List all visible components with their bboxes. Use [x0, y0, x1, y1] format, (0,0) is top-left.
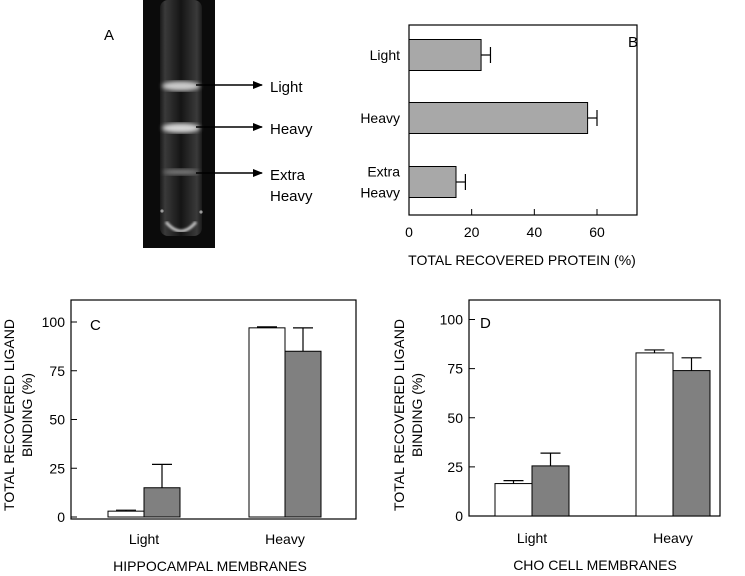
y-tick-label-25: 25 — [447, 459, 463, 475]
panel-d-y-axis-title-line2: BINDING (%) — [409, 373, 425, 457]
gel-tube-photo — [143, 0, 215, 248]
y-tick-label-100: 100 — [440, 312, 464, 328]
bar-heavy-series-2 — [672, 370, 711, 517]
bar-light — [408, 39, 482, 71]
panel-c-y-axis-title-line1: TOTAL RECOVERED LIGAND — [1, 319, 17, 511]
panel-d-y-axis-title-line1: TOTAL RECOVERED LIGAND — [391, 319, 407, 511]
y-tick-label-50: 50 — [49, 412, 65, 428]
y-tick-label-100: 100 — [42, 314, 66, 330]
band-light — [162, 81, 200, 91]
bar-light-series-2 — [531, 465, 570, 517]
band-label-3: Heavy — [270, 188, 313, 205]
panel-c: C 0 25 50 75 100 Light Heavy TOTAL RECOVERED L… — [1, 299, 357, 574]
band-labels: Light Heavy Extra Heavy — [270, 79, 313, 205]
panel-d: D 0 25 50 75 100 Light Heavy TOTAL RECOVERED L… — [391, 299, 721, 573]
category-label-heavy: Heavy — [360, 110, 400, 126]
tube-body — [160, 0, 202, 236]
category-label-light: Light — [517, 530, 547, 546]
panel-a-letter: A — [104, 27, 114, 44]
bar-heavy-series-1 — [248, 327, 286, 518]
bar-heavy — [408, 102, 589, 134]
y-tick-label-50: 50 — [447, 410, 463, 426]
y-tick-label-0: 0 — [57, 509, 65, 525]
panel-d-marks: 0 25 50 75 100 Light Heavy — [440, 312, 711, 546]
panel-a: A Light Heavy Extra Heavy — [104, 0, 313, 248]
category-label-heavy: Heavy — [265, 531, 305, 547]
panel-b-marks: Light Heavy Extra Heavy 0 20 40 60 — [360, 39, 605, 240]
x-tick-label-40: 40 — [527, 224, 543, 240]
panel-c-y-axis-title-line2: BINDING (%) — [19, 373, 35, 457]
bar-extra-heavy — [408, 166, 457, 198]
x-tick-label-0: 0 — [405, 224, 413, 240]
bar-light-series-1 — [107, 510, 145, 518]
tube-bottom — [164, 221, 198, 233]
panel-c-frame — [70, 299, 357, 520]
band-label-1: Light — [270, 79, 303, 96]
panel-d-letter: D — [480, 315, 491, 332]
x-tick-label-60: 60 — [589, 224, 605, 240]
category-label-light: Light — [129, 531, 159, 547]
band-extra-heavy — [163, 169, 199, 175]
panel-c-x-axis-title: HIPPOCAMPAL MEMBRANES — [113, 558, 307, 574]
category-label-heavy: Heavy — [653, 530, 693, 546]
bar-heavy-series-1 — [635, 352, 674, 517]
category-label-light: Light — [370, 47, 400, 63]
panel-c-letter: C — [90, 317, 101, 334]
panel-d-x-axis-title: CHO CELL MEMBRANES — [513, 557, 677, 573]
category-label-extra-heavy: Heavy — [360, 185, 400, 201]
bar-heavy-series-2 — [284, 350, 322, 518]
y-tick-label-25: 25 — [49, 460, 65, 476]
photo-speck — [160, 209, 164, 213]
bar-light-series-1 — [494, 483, 533, 517]
x-tick-label-20: 20 — [464, 224, 480, 240]
panel-b-letter: B — [628, 34, 638, 51]
panel-b-x-axis-title: TOTAL RECOVERED PROTEIN (%) — [408, 252, 636, 268]
y-tick-label-75: 75 — [447, 361, 463, 377]
band-heavy — [162, 123, 200, 133]
panel-b: B Light Heavy Extra Heavy 0 20 40 60 TOTAL RECO… — [360, 24, 638, 268]
band-label-2: Heavy — [270, 121, 313, 138]
bar-light-series-2 — [143, 487, 181, 518]
category-label-extra-heavy: Extra — [367, 164, 400, 180]
band-label-3: Extra — [270, 167, 306, 184]
panel-c-marks: 0 25 50 75 100 Light Heavy — [42, 314, 322, 547]
band-arrows — [196, 81, 263, 177]
panel-d-frame — [468, 299, 721, 517]
photo-speck — [199, 210, 203, 214]
y-tick-label-75: 75 — [49, 363, 65, 379]
y-tick-label-0: 0 — [455, 508, 463, 524]
